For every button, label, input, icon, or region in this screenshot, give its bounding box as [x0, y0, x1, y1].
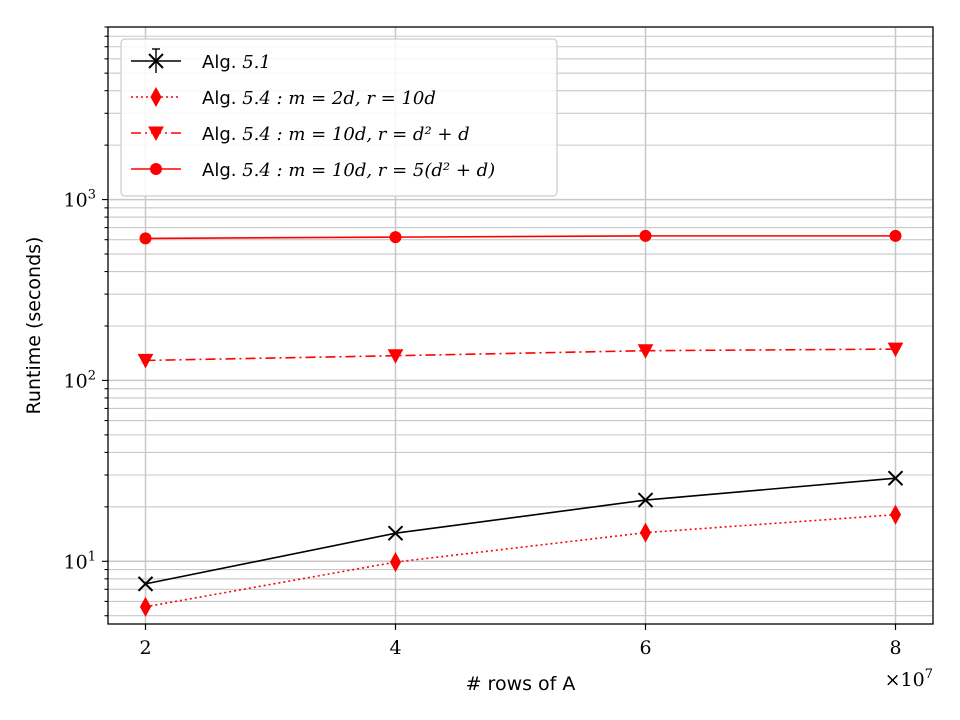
data-point	[889, 229, 902, 242]
legend-box	[120, 38, 558, 197]
x-tick-label: 2	[139, 637, 151, 659]
data-point	[387, 349, 404, 364]
series-layer	[137, 229, 904, 617]
series-line	[145, 235, 896, 240]
x-tick-label: 4	[389, 637, 401, 659]
data-point	[139, 232, 152, 245]
data-point	[389, 552, 402, 573]
tick-layer: 2 4 6 8 101 102 103	[64, 26, 902, 659]
data-point	[139, 596, 152, 617]
series-3	[139, 229, 902, 245]
grid-layer	[108, 26, 933, 624]
legend[interactable]: Alg. 5.1 Alg. 5.4 : m = 2d, r = 10d Alg. 5…	[120, 38, 558, 197]
x-tick-label: 8	[889, 637, 901, 659]
data-point	[637, 492, 654, 508]
data-point	[887, 342, 904, 358]
data-point	[639, 522, 652, 543]
data-point	[637, 344, 654, 359]
y-tick-label: 103	[64, 188, 96, 212]
x-axis-label: # rows of A	[466, 673, 576, 695]
legend-label: Alg. 5.4 : m = 2d, r = 10d	[202, 88, 436, 109]
series-0	[137, 470, 904, 592]
y-axis-label: Runtime (seconds)	[23, 237, 45, 415]
legend-marker	[148, 53, 164, 69]
x-multiplier-label: ×107	[885, 667, 933, 691]
data-point	[639, 229, 652, 242]
series-line	[145, 348, 896, 362]
data-point	[887, 470, 904, 486]
legend-label: Alg. 5.4 : m = 10d, r = d² + d	[202, 124, 470, 145]
data-point	[387, 525, 404, 541]
legend-marker	[150, 163, 162, 175]
data-point	[389, 231, 402, 244]
y-tick-label: 101	[64, 549, 96, 573]
series-line	[145, 477, 896, 585]
legend-item-3[interactable]: Alg. 5.4 : m = 10d, r = 5(d² + d)	[131, 160, 495, 181]
data-point	[137, 576, 154, 592]
legend-item-2[interactable]: Alg. 5.4 : m = 10d, r = d² + d	[131, 124, 470, 145]
legend-marker	[148, 126, 164, 142]
series-line	[145, 513, 896, 608]
legend-marker	[150, 86, 162, 108]
series-2	[137, 342, 904, 369]
legend-item-1[interactable]: Alg. 5.4 : m = 2d, r = 10d	[131, 86, 436, 109]
legend-label: Alg. 5.1	[202, 52, 271, 73]
y-tick-label: 102	[64, 368, 96, 392]
data-point	[889, 504, 902, 525]
series-1	[139, 504, 902, 617]
legend-label: Alg. 5.4 : m = 10d, r = 5(d² + d)	[202, 160, 495, 181]
data-point	[137, 353, 154, 369]
x-tick-label: 6	[639, 637, 651, 659]
legend-item-0[interactable]: Alg. 5.1	[131, 48, 271, 73]
